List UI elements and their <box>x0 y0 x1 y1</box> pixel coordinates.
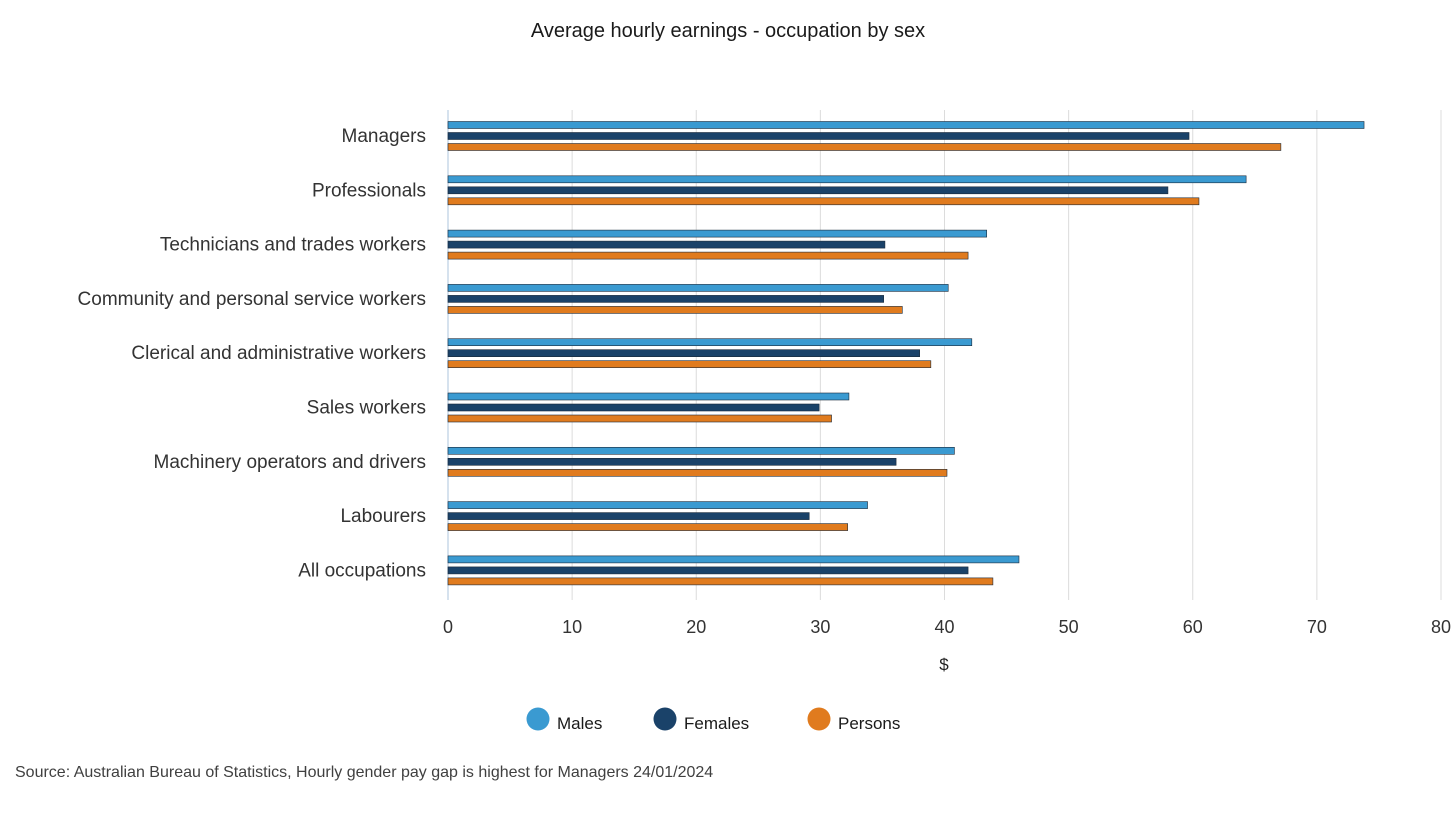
x-tick-label: 20 <box>686 617 706 637</box>
chart-title: Average hourly earnings - occupation by … <box>531 20 925 42</box>
category-label: Technicians and trades workers <box>160 235 426 256</box>
source-note: Source: Australian Bureau of Statistics,… <box>15 764 714 781</box>
bar-males[interactable] <box>447 555 1020 564</box>
x-tick-label: 80 <box>1431 617 1451 637</box>
bar-females[interactable] <box>447 457 897 466</box>
category-label: Sales workers <box>307 398 426 419</box>
category-labels: Managers Professionals Technicians and tra… <box>78 126 426 581</box>
bar-males[interactable] <box>447 284 949 292</box>
x-axis-tick-labels: 0 10 20 30 40 50 60 70 80 <box>443 617 1451 637</box>
category-label: Professionals <box>312 180 426 201</box>
category-label: Community and personal service workers <box>78 289 426 310</box>
bar-males[interactable] <box>447 392 850 401</box>
x-tick-label: 60 <box>1183 617 1203 637</box>
bar-females[interactable] <box>447 349 920 358</box>
bar-females[interactable] <box>447 186 1169 195</box>
legend-marker-males[interactable] <box>526 707 550 731</box>
bar-females[interactable] <box>447 403 820 412</box>
bars <box>447 121 1365 586</box>
category-label: Machinery operators and drivers <box>154 452 426 473</box>
category-label: All occupations <box>298 560 426 581</box>
bar-persons[interactable] <box>447 306 903 314</box>
category-label: Managers <box>342 126 427 147</box>
legend-marker-persons[interactable] <box>807 707 831 731</box>
category-label: Clerical and administrative workers <box>131 343 426 364</box>
legend-label-males[interactable]: Males <box>557 714 602 733</box>
bar-persons[interactable] <box>447 577 994 586</box>
x-tick-label: 30 <box>810 617 830 637</box>
bar-persons[interactable] <box>447 143 1282 151</box>
x-tick-label: 50 <box>1059 617 1079 637</box>
x-tick-label: 0 <box>443 617 453 637</box>
bar-females[interactable] <box>447 295 884 303</box>
bar-males[interactable] <box>447 175 1247 184</box>
x-tick-label: 70 <box>1307 617 1327 637</box>
bar-males[interactable] <box>447 338 973 347</box>
bar-females[interactable] <box>447 240 886 249</box>
bar-males[interactable] <box>447 446 955 455</box>
bar-males[interactable] <box>447 121 1365 129</box>
x-axis-label: $ <box>939 655 949 674</box>
legend-marker-females[interactable] <box>653 707 677 731</box>
bar-females[interactable] <box>447 566 969 575</box>
x-tick-label: 40 <box>934 617 954 637</box>
legend-label-females[interactable]: Females <box>684 714 749 733</box>
bar-males[interactable] <box>447 229 988 238</box>
legend-label-persons[interactable]: Persons <box>838 714 900 733</box>
bar-persons[interactable] <box>447 360 932 369</box>
bar-persons[interactable] <box>447 468 948 477</box>
bar-persons[interactable] <box>447 414 832 423</box>
bar-females[interactable] <box>447 512 810 520</box>
bar-males[interactable] <box>447 501 868 509</box>
bar-persons[interactable] <box>447 251 969 260</box>
legend[interactable]: Males Females Persons <box>526 707 901 734</box>
bar-persons[interactable] <box>447 523 848 531</box>
bar-persons[interactable] <box>447 197 1200 206</box>
bar-females[interactable] <box>447 132 1190 140</box>
x-tick-label: 10 <box>562 617 582 637</box>
category-label: Labourers <box>340 506 426 527</box>
